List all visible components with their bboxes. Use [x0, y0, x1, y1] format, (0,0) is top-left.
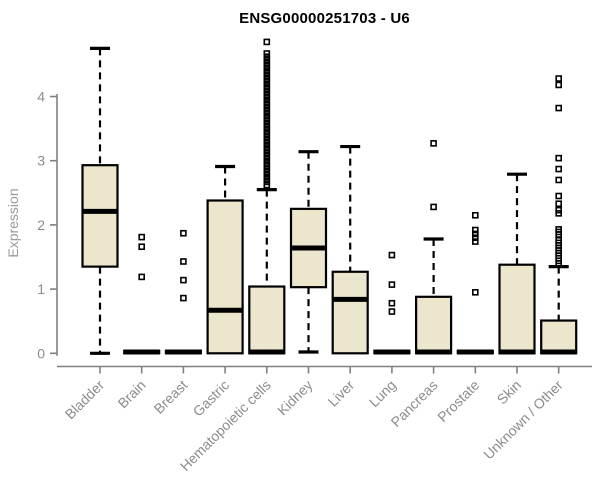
outlier-point [471, 234, 479, 242]
outlier-point [388, 251, 396, 259]
outlier-point [555, 81, 563, 89]
outlier-point [555, 260, 563, 267]
outlier-point [263, 38, 271, 46]
y-tick-label: 1 [37, 281, 45, 297]
outlier-point [471, 226, 479, 234]
box-Bladder [81, 164, 119, 268]
outlier-point [180, 276, 187, 284]
x-category-label: Skin [494, 377, 525, 408]
x-category-label: Unknown / Other [480, 377, 566, 463]
outlier-point [471, 289, 479, 296]
outlier-point [471, 211, 479, 219]
x-category-label: Lung [366, 377, 399, 410]
outlier-point [471, 238, 479, 245]
x-category-label: Kidney [274, 377, 316, 419]
outlier-point [555, 200, 563, 208]
y-tick-label: 3 [37, 153, 45, 169]
outlier-point [430, 203, 437, 211]
outlier-point [388, 308, 396, 315]
x-category-label: Prostate [434, 377, 482, 425]
outlier-point [138, 273, 145, 281]
box-Skin [498, 263, 536, 355]
box-Liver [331, 270, 369, 355]
y-tick-label: 2 [37, 217, 45, 233]
x-category-label: Breast [151, 377, 191, 417]
box-Pancreas [415, 295, 453, 355]
x-category-label: Bladder [62, 377, 108, 423]
outlier-point [555, 210, 563, 217]
outlier-point [388, 299, 396, 307]
outlier-point [180, 229, 187, 237]
outlier-point [555, 75, 563, 82]
outlier-point [180, 294, 187, 302]
y-tick-label: 0 [37, 345, 45, 361]
outlier-point [388, 281, 396, 288]
outlier-point [138, 243, 145, 251]
y-axis-title: Expression [5, 188, 21, 258]
outlier-point [263, 181, 271, 189]
y-tick-label: 4 [37, 89, 45, 105]
outlier-point [471, 230, 479, 238]
outlier-point [180, 258, 187, 265]
x-category-label: Liver [325, 377, 358, 410]
outlier-point [555, 165, 563, 173]
box-Unknown / Other [540, 319, 578, 355]
x-category-label: Brain [114, 377, 148, 411]
outlier-point [430, 140, 437, 147]
chart-title: ENSG00000251703 - U6 [239, 10, 410, 27]
outlier-point [555, 104, 563, 112]
outlier-point [555, 176, 563, 184]
box-Gastric [206, 199, 244, 355]
box-Hematopoietic cells [248, 285, 286, 355]
outlier-point [555, 192, 563, 200]
outlier-point [138, 233, 145, 241]
outlier-point [555, 154, 563, 162]
